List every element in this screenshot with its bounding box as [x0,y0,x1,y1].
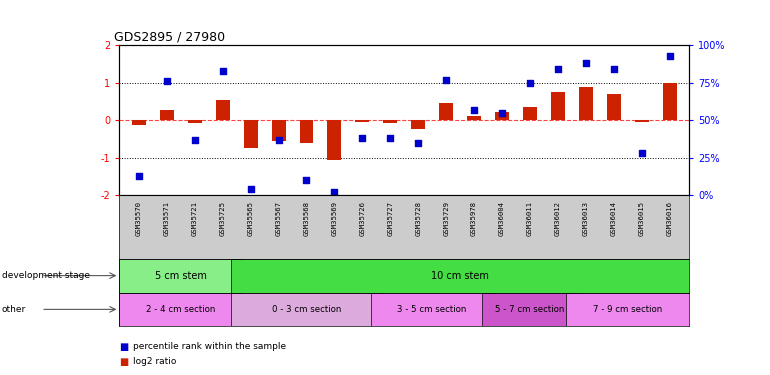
Text: GSM36015: GSM36015 [638,201,644,236]
Bar [327,120,341,160]
Text: 0 - 3 cm section: 0 - 3 cm section [272,305,341,314]
Point [244,186,256,192]
Text: GSM36004: GSM36004 [499,201,505,236]
Text: GSM36013: GSM36013 [583,201,589,236]
Bar [523,107,537,120]
Point [189,137,201,143]
Bar [119,259,243,292]
Point [300,177,313,183]
Bar [467,116,481,120]
Bar [370,292,494,326]
Point [608,66,620,72]
Bar [495,112,509,120]
Text: GSM35728: GSM35728 [415,201,421,236]
Text: ■: ■ [119,342,129,352]
Text: ■: ■ [119,357,129,367]
Point [664,53,676,58]
Text: development stage: development stage [2,271,89,280]
Text: GSM35721: GSM35721 [192,201,198,236]
Text: GSM36014: GSM36014 [611,201,617,236]
Text: GSM35567: GSM35567 [276,201,282,236]
Point [357,135,369,141]
Point [161,78,173,84]
Text: 3 - 5 cm section: 3 - 5 cm section [397,305,467,314]
Bar [272,120,286,141]
Text: GSM35569: GSM35569 [331,201,337,236]
Text: 10 cm stem: 10 cm stem [431,271,489,280]
Bar [663,82,677,120]
Point [552,66,564,72]
Point [328,189,340,195]
Text: other: other [2,305,25,314]
Point [440,76,452,82]
Point [216,68,229,74]
Bar [160,110,174,120]
Bar [188,120,202,123]
Bar [300,120,313,143]
Text: GSM35978: GSM35978 [471,201,477,236]
Text: 7 - 9 cm section: 7 - 9 cm section [593,305,662,314]
Bar [634,120,648,122]
Point [273,137,285,143]
Bar [439,103,453,120]
Text: GSM35565: GSM35565 [248,201,253,236]
Text: log2 ratio: log2 ratio [133,357,176,366]
Bar [243,120,258,148]
Point [412,140,424,146]
Bar [356,120,370,122]
Text: GDS2895 / 27980: GDS2895 / 27980 [114,31,225,44]
Point [468,107,480,113]
Bar [231,259,689,292]
Text: 5 cm stem: 5 cm stem [155,271,206,280]
Text: GSM36012: GSM36012 [555,201,561,236]
Text: percentile rank within the sample: percentile rank within the sample [133,342,286,351]
Text: GSM35570: GSM35570 [136,201,142,236]
Text: GSM36011: GSM36011 [527,201,533,236]
Bar [551,92,565,120]
Text: GSM35568: GSM35568 [303,201,310,236]
Text: GSM35571: GSM35571 [164,201,170,236]
Point [132,173,145,179]
Point [384,135,397,141]
Point [496,110,508,116]
Text: GSM35727: GSM35727 [387,201,393,236]
Text: GSM35729: GSM35729 [444,201,449,236]
Bar [607,94,621,120]
Bar [383,120,397,123]
Bar [132,120,146,125]
Bar [119,292,243,326]
Bar [411,120,425,129]
Text: GSM36016: GSM36016 [667,201,673,236]
Bar [231,292,382,326]
Bar [579,87,593,120]
Text: GSM35726: GSM35726 [360,201,365,236]
Bar [216,99,229,120]
Point [635,150,648,156]
Point [524,80,536,86]
Bar [566,292,689,326]
Point [580,60,592,66]
Text: 2 - 4 cm section: 2 - 4 cm section [146,305,216,314]
Text: 5 - 7 cm section: 5 - 7 cm section [495,305,564,314]
Text: GSM35725: GSM35725 [219,201,226,236]
Bar [483,292,578,326]
